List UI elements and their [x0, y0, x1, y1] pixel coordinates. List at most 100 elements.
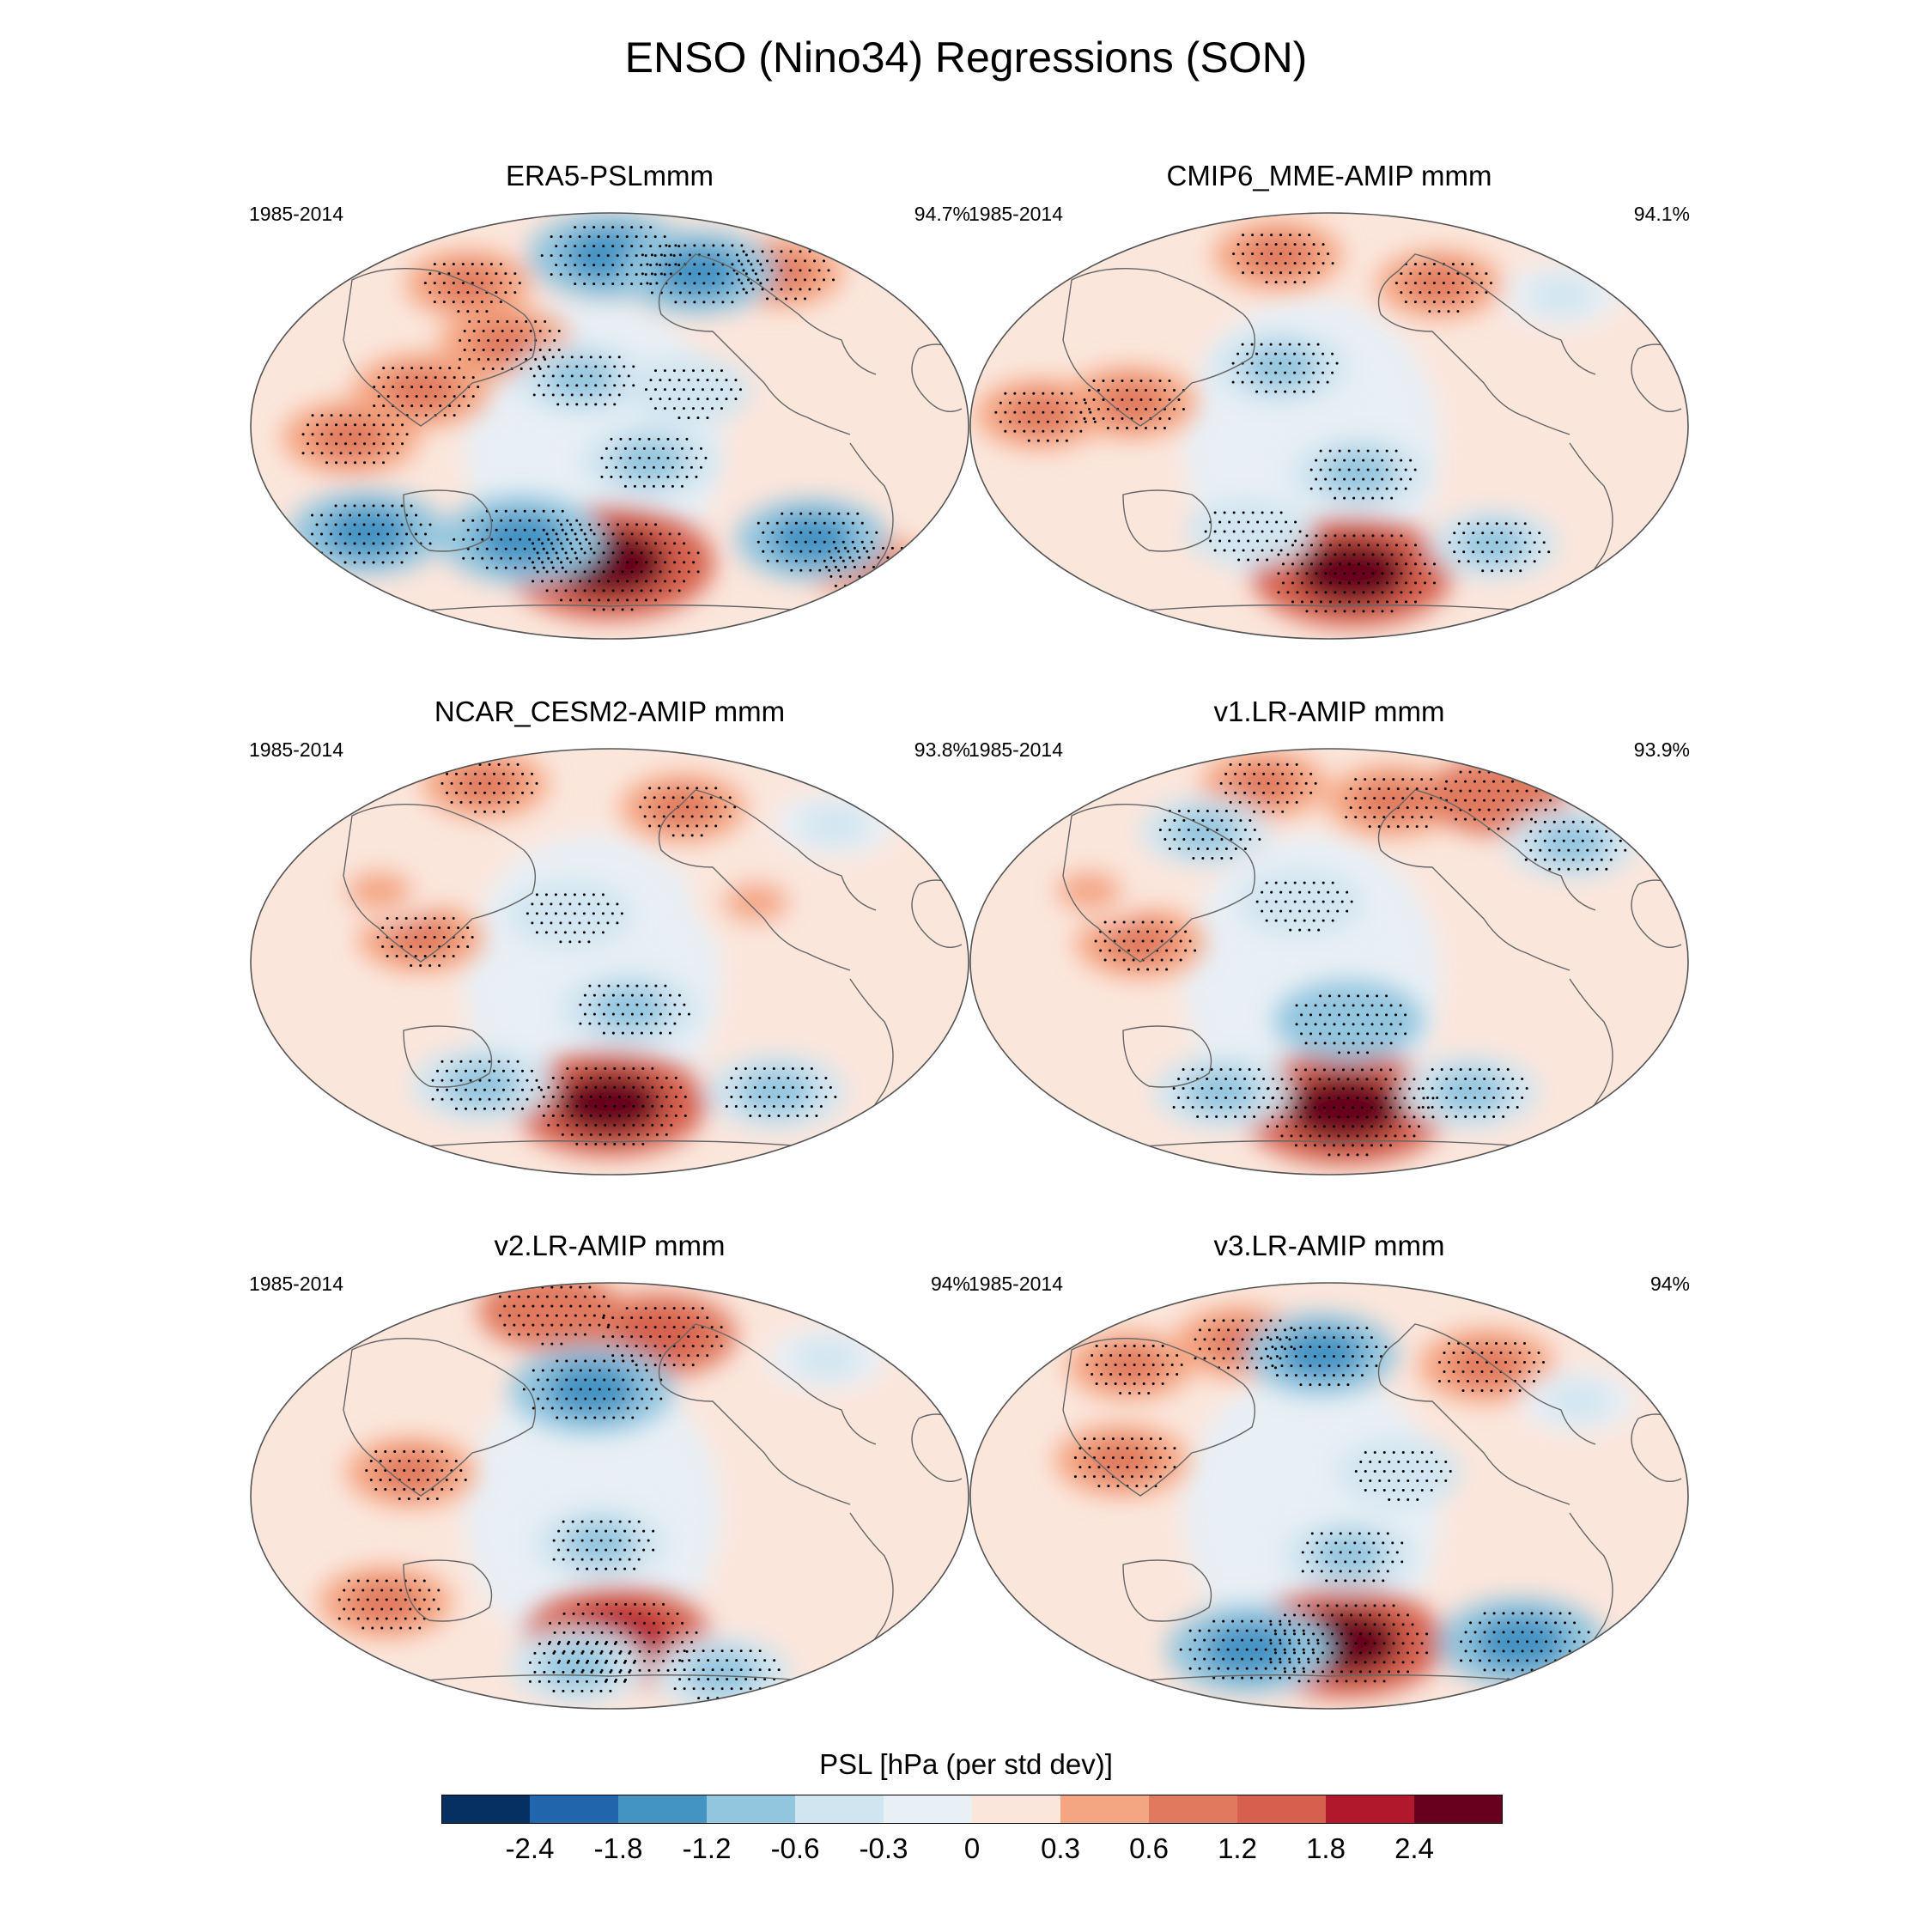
stipple-dot — [398, 1497, 401, 1500]
stipple-dot — [626, 1369, 629, 1372]
stipple-dot — [1284, 1632, 1287, 1636]
stipple-dot — [1219, 781, 1223, 785]
stipple-dot — [1364, 816, 1367, 819]
stipple-dot — [1102, 416, 1105, 420]
stipple-dot — [813, 259, 817, 263]
stipple-dot — [635, 1364, 638, 1367]
stipple-dot — [587, 235, 591, 239]
stipple-dot — [469, 1078, 472, 1082]
stipple-dot — [781, 1105, 785, 1109]
stipple-dot — [564, 1314, 568, 1317]
stipple-dot — [1332, 1087, 1335, 1091]
stipple-dot — [502, 791, 506, 794]
stipple-dot — [1309, 1013, 1313, 1017]
stipple-dot — [660, 1085, 664, 1089]
significance-stipple — [376, 762, 837, 1145]
stipple-dot — [344, 423, 348, 427]
stipple-dot — [1397, 1498, 1400, 1501]
stipple-dot — [834, 1096, 837, 1099]
stipple-dot — [1247, 558, 1250, 562]
stipple-dot — [410, 523, 413, 526]
stipple-dot — [1308, 271, 1311, 275]
stipple-dot — [653, 1307, 657, 1310]
stipple-dot — [1347, 600, 1351, 604]
stipple-dot — [468, 320, 471, 324]
stipple-dot — [462, 395, 465, 398]
stipple-dot — [1321, 900, 1325, 903]
stipple-dot — [1397, 1651, 1400, 1655]
stipple-dot — [599, 1539, 603, 1542]
stipple-dot — [1307, 343, 1310, 346]
stipple-dot — [1253, 1115, 1256, 1119]
stipple-dot — [1236, 352, 1240, 355]
stipple-dot — [766, 521, 769, 525]
stipple-dot — [1127, 949, 1131, 952]
stipple-dot — [1404, 487, 1407, 490]
stipple-dot — [561, 1095, 564, 1098]
stipple-dot — [592, 993, 596, 997]
stipple-dot — [1406, 1651, 1410, 1655]
stipple-dot — [631, 1416, 635, 1419]
stipple-dot — [1497, 1068, 1500, 1072]
stipple-dot — [1144, 407, 1147, 410]
stipple-dot — [1241, 1657, 1244, 1661]
stipple-dot — [1313, 1125, 1316, 1128]
stipple-dot — [501, 1107, 505, 1110]
stipple-dot — [654, 984, 658, 987]
stipple-dot — [1245, 1667, 1249, 1670]
stipple-dot — [380, 1589, 384, 1592]
stipple-dot — [1577, 848, 1580, 852]
stipple-dot — [785, 521, 788, 525]
stipple-dot — [1369, 1651, 1372, 1655]
stipple-dot — [1274, 243, 1278, 246]
stipple-dot — [1194, 1638, 1197, 1642]
stipple-dot — [794, 278, 798, 282]
stipple-dot — [1521, 1649, 1524, 1653]
stipple-dot — [919, 565, 922, 568]
panel-title: v3.LR-AMIP mmm — [1213, 1230, 1445, 1261]
stipple-dot — [1100, 1372, 1103, 1376]
stipple-dot — [758, 1649, 762, 1653]
stipple-dot — [541, 1406, 544, 1410]
stipple-dot — [1137, 930, 1140, 933]
stipple-dot — [1376, 994, 1379, 998]
stipple-dot — [1347, 1013, 1351, 1017]
stipple-dot — [640, 226, 643, 229]
stipple-dot — [659, 253, 663, 257]
stipple-dot — [1285, 1374, 1288, 1377]
stipple-dot — [747, 259, 750, 263]
stipple-dot — [1365, 1115, 1369, 1119]
stipple-dot — [458, 386, 461, 389]
stipple-dot — [540, 254, 544, 258]
stipple-dot — [1404, 1013, 1407, 1017]
stipple-dot — [1359, 1670, 1363, 1674]
stipple-dot — [533, 1670, 537, 1674]
stipple-dot — [1170, 939, 1173, 943]
stipple-dot — [1284, 1651, 1287, 1655]
stipple-dot — [1506, 770, 1510, 774]
stipple-dot — [1382, 1604, 1386, 1607]
stipple-dot — [564, 264, 568, 267]
stipple-dot — [1381, 553, 1384, 556]
stipple-dot — [525, 358, 528, 361]
stipple-dot — [639, 805, 642, 809]
stipple-dot — [1206, 1097, 1209, 1100]
stipple-dot — [575, 384, 579, 387]
coastline — [343, 1337, 536, 1497]
stipple-dot — [646, 1114, 649, 1117]
stipple-dot — [1400, 459, 1403, 462]
stipple-dot — [1270, 234, 1273, 237]
stipple-dot — [742, 288, 745, 291]
stipple-dot — [619, 1612, 623, 1615]
stipple-dot — [1504, 541, 1508, 544]
stipple-dot — [1188, 1648, 1192, 1651]
stipple-dot — [353, 504, 356, 507]
stipple-dot — [1165, 968, 1169, 971]
stipple-dot — [598, 1369, 601, 1372]
stipple-dot — [1324, 459, 1327, 462]
anomaly-blob-core — [611, 439, 688, 484]
stipple-dot — [1362, 610, 1365, 613]
coastline — [1377, 1323, 1596, 1505]
stipple-dot — [629, 1612, 632, 1615]
stipple-dot — [1293, 371, 1297, 374]
